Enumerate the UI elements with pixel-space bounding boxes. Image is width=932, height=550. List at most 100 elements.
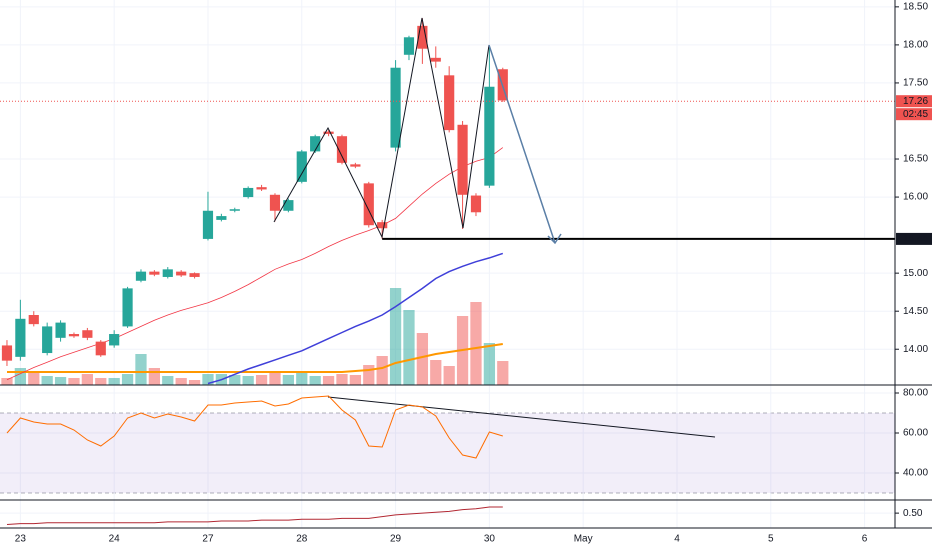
candle-body bbox=[323, 131, 334, 134]
ma-slow bbox=[207, 252, 504, 385]
candle-body bbox=[377, 222, 388, 229]
x-tick-label: 30 bbox=[484, 534, 496, 545]
rsi-band bbox=[0, 413, 895, 493]
candle-body bbox=[430, 57, 441, 62]
candle-body bbox=[283, 200, 294, 211]
y-tick-label: 80.00 bbox=[903, 388, 928, 399]
volume-bar bbox=[81, 374, 93, 385]
rsi-line bbox=[6, 395, 503, 459]
volume-bar bbox=[242, 376, 254, 385]
volume-bar bbox=[175, 378, 187, 385]
volume-bar bbox=[229, 375, 241, 385]
price-layer bbox=[0, 18, 895, 385]
y-tick-label: 60.00 bbox=[903, 428, 928, 439]
indicator-line bbox=[6, 506, 503, 525]
volume-bar bbox=[121, 374, 134, 385]
level-label: 15.45 bbox=[903, 234, 928, 245]
ma-fast bbox=[6, 147, 504, 381]
candle-body bbox=[68, 334, 80, 337]
volume-bar bbox=[162, 376, 174, 385]
candle-body bbox=[256, 187, 267, 190]
y-tick-label: 16.00 bbox=[903, 192, 928, 203]
volume-bar bbox=[349, 375, 362, 385]
x-tick-label: 6 bbox=[862, 534, 868, 545]
x-tick-label: 23 bbox=[15, 534, 27, 545]
candle-body bbox=[417, 25, 428, 49]
candle-body bbox=[189, 273, 200, 277]
x-tick-label: 5 bbox=[768, 534, 774, 545]
x-tick-label: 27 bbox=[202, 534, 214, 545]
arrow-head bbox=[547, 233, 562, 245]
volume-bar bbox=[470, 302, 482, 385]
candle-body bbox=[202, 210, 214, 239]
volume-bar bbox=[54, 377, 67, 385]
volume-bar bbox=[497, 361, 509, 385]
volume-bar bbox=[309, 376, 321, 385]
candle-body bbox=[363, 183, 374, 226]
candle-body bbox=[336, 136, 348, 163]
volume-bar bbox=[95, 378, 107, 385]
candle-body bbox=[310, 136, 321, 152]
volume-bar bbox=[430, 360, 442, 385]
y-tick-label: 17.50 bbox=[903, 78, 928, 89]
volume-bar bbox=[28, 372, 40, 385]
candle-body bbox=[243, 187, 254, 198]
volume-bar bbox=[443, 366, 455, 385]
last-price-box bbox=[896, 95, 932, 108]
volume-bar bbox=[336, 374, 348, 385]
volume-bar bbox=[14, 368, 26, 385]
y-tick-label: 40.00 bbox=[903, 468, 928, 479]
volume-bar bbox=[389, 288, 402, 385]
volume-bar bbox=[363, 365, 375, 385]
y-tick-label: 18.00 bbox=[903, 40, 928, 51]
volume-bar bbox=[41, 376, 53, 385]
volume-bar bbox=[416, 333, 429, 385]
candle-body bbox=[229, 209, 240, 211]
volume-bar bbox=[135, 354, 147, 385]
volume-ma bbox=[7, 343, 503, 373]
candle-body bbox=[55, 322, 66, 338]
candle-body bbox=[403, 37, 415, 55]
x-tick-label: 4 bbox=[674, 534, 680, 545]
rsi-trendline bbox=[327, 396, 716, 438]
volume-bar bbox=[376, 356, 388, 385]
x-tick-label: 28 bbox=[296, 534, 308, 545]
x-tick-label: 24 bbox=[109, 534, 121, 545]
volume-bar bbox=[403, 310, 415, 385]
volume-layer bbox=[1, 288, 509, 385]
volume-bar bbox=[68, 378, 80, 385]
projection-arrow bbox=[488, 44, 556, 244]
volume-bar bbox=[322, 376, 335, 385]
candle-body bbox=[109, 334, 120, 346]
volume-bar bbox=[255, 375, 268, 385]
volume-bar bbox=[148, 368, 160, 385]
candle-body bbox=[470, 195, 482, 213]
candle-body bbox=[15, 318, 26, 357]
x-tick-label: May bbox=[574, 534, 593, 545]
candle-body bbox=[95, 341, 106, 356]
volume-bar bbox=[108, 378, 120, 385]
volume-bar bbox=[483, 343, 496, 385]
volume-bar bbox=[188, 380, 201, 385]
candle-body bbox=[216, 216, 227, 220]
candle-body bbox=[42, 326, 53, 354]
y-tick-label: 16.50 bbox=[903, 154, 928, 165]
candle-body bbox=[135, 271, 147, 281]
y-tick-label: 0.50 bbox=[903, 508, 923, 519]
candle-body bbox=[269, 194, 281, 211]
last-price-label: 17.26 bbox=[903, 96, 928, 107]
candle-body bbox=[444, 75, 455, 131]
candle-body bbox=[350, 164, 361, 167]
candle-body bbox=[296, 151, 307, 182]
y-tick-label: 18.50 bbox=[903, 1, 928, 12]
countdown-box bbox=[896, 108, 932, 121]
y-tick-label: 14.00 bbox=[903, 344, 928, 355]
axis-layer: 23 24 27 28 29 30 May 4 5 6 18.50 18.00 17.50 16.50 16… bbox=[15, 1, 932, 545]
volume-bar bbox=[269, 373, 281, 385]
y-tick-label: 14.50 bbox=[903, 306, 928, 317]
candle-body bbox=[149, 271, 160, 275]
candle-body bbox=[176, 271, 187, 276]
volume-bar bbox=[202, 374, 214, 385]
